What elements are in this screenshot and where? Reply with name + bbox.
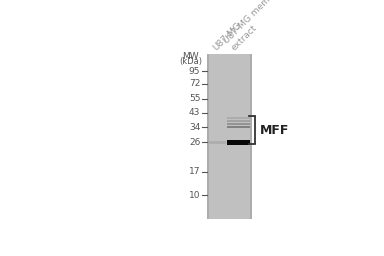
Text: MFF: MFF [260, 124, 289, 137]
Bar [227, 117, 250, 119]
Text: 95: 95 [189, 67, 200, 76]
Text: U87-MG: U87-MG [211, 20, 243, 52]
Text: 72: 72 [189, 79, 200, 88]
Bar [207, 54, 252, 219]
Bar [227, 140, 250, 145]
Bar [209, 141, 226, 144]
Bar [207, 54, 209, 219]
Bar [227, 123, 250, 125]
Text: 34: 34 [189, 123, 200, 132]
Text: (kDa): (kDa) [179, 57, 202, 66]
Text: 17: 17 [189, 167, 200, 176]
Text: U87-MG membrane
extract: U87-MG membrane extract [222, 0, 298, 52]
Bar [227, 126, 250, 127]
Text: 55: 55 [189, 94, 200, 103]
Bar [250, 54, 252, 219]
Text: MW: MW [182, 52, 199, 61]
Text: 26: 26 [189, 137, 200, 147]
Bar [227, 120, 250, 122]
Text: 10: 10 [189, 191, 200, 200]
Text: 43: 43 [189, 108, 200, 117]
